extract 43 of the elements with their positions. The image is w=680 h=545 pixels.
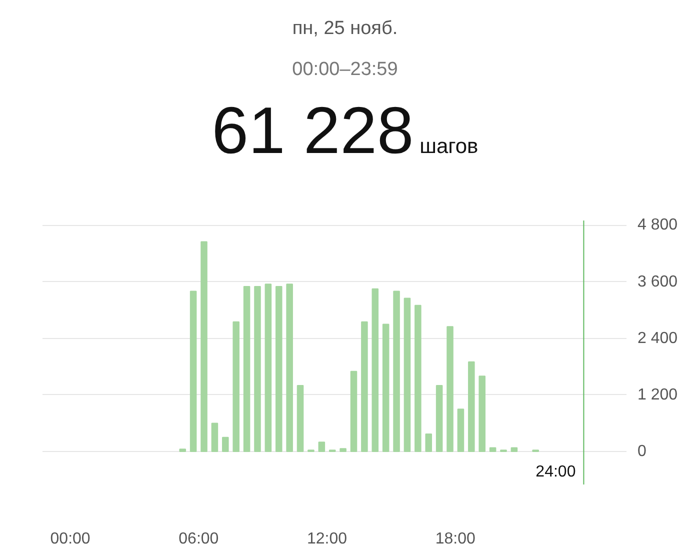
- y-tick-label: 0: [638, 443, 646, 460]
- ref-line-label: 24:00: [536, 464, 576, 480]
- x-tick-label: 12:00: [306, 530, 348, 545]
- chart-subtitle: 00:00–23:59: [291, 58, 399, 82]
- bar: [446, 326, 454, 452]
- bar: [232, 321, 240, 452]
- bar: [510, 447, 518, 452]
- x-tick-label: 00:00: [50, 530, 90, 545]
- chart-title: пн, 25 нояб.: [291, 17, 399, 41]
- bar: [404, 298, 411, 452]
- y-tick-label: 3 600: [638, 273, 678, 290]
- bar: [425, 434, 432, 452]
- x-tick-label: 06:00: [178, 530, 219, 545]
- bar: [468, 361, 475, 452]
- x-tick-label: 18:00: [435, 530, 476, 545]
- y-tick-label: 1 200: [638, 386, 678, 404]
- bar: [222, 436, 229, 452]
- bar: [340, 448, 346, 452]
- bar: [436, 385, 443, 452]
- y-tick-label: 4 800: [638, 216, 678, 234]
- text: шагов: [420, 135, 478, 158]
- bar: [393, 290, 400, 452]
- bar: [361, 321, 368, 452]
- bar: [190, 290, 197, 452]
- bar: [382, 324, 390, 452]
- bar: [211, 422, 218, 452]
- bar: [478, 376, 486, 452]
- bar: [414, 304, 422, 452]
- bar: [243, 286, 250, 452]
- bar: [457, 408, 464, 452]
- bar: [318, 442, 326, 452]
- bar: [275, 286, 282, 452]
- bar: [350, 370, 358, 452]
- bar: [179, 448, 186, 452]
- bar: [264, 284, 272, 452]
- bar: [372, 288, 379, 452]
- y-tick-label: 2 400: [638, 330, 678, 347]
- bar: [254, 286, 261, 452]
- bar: [286, 284, 293, 452]
- bar: [489, 447, 496, 452]
- bar: [200, 241, 208, 452]
- text: 61 228: [212, 93, 414, 168]
- bar: [296, 385, 304, 452]
